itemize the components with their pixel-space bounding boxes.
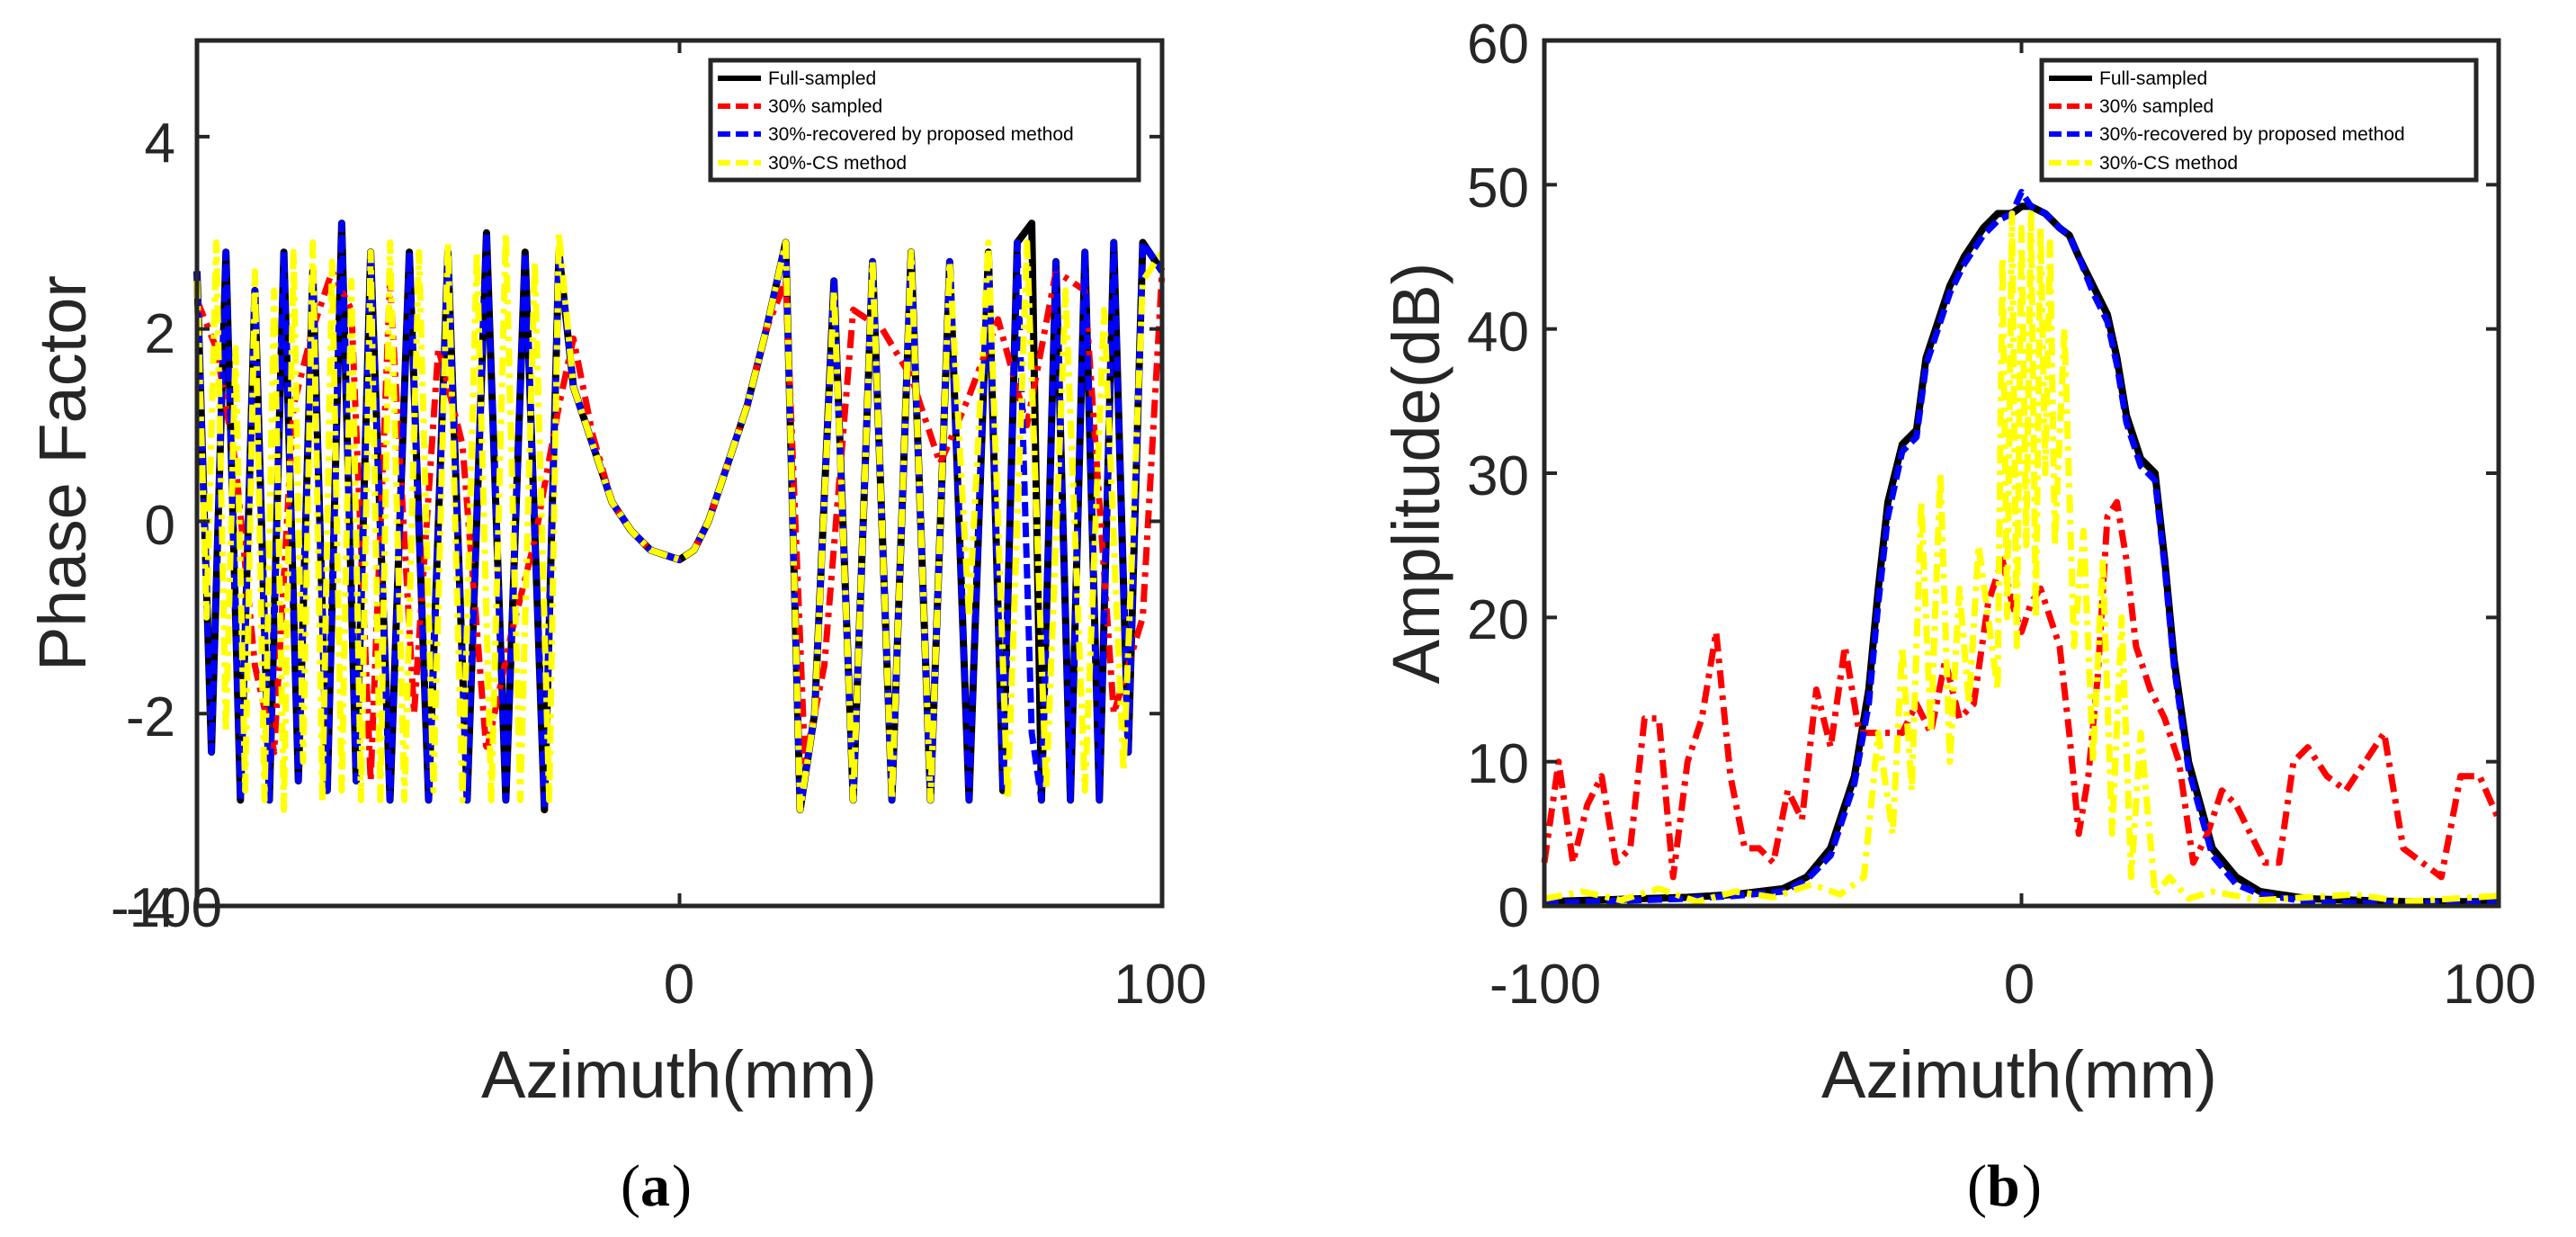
caption-b-open: (: [1967, 1153, 1987, 1219]
series-lines-b: [1541, 188, 2502, 907]
legend-label-a-2: 30%-recovered by proposed method: [768, 124, 1074, 145]
y-tick-b-6: 60: [1467, 13, 1529, 76]
series-lines-a: [193, 220, 1166, 814]
legend-label-b-0: Full-sampled: [2099, 68, 2207, 89]
caption-a-letter: a: [640, 1153, 670, 1219]
legend-label-b-1: 30% sampled: [2099, 96, 2214, 117]
ticks-b: [1543, 39, 2500, 908]
legend-b: Full-sampled 30% sampled 30%-recovered b…: [2039, 58, 2479, 183]
legend-box-b: [2039, 58, 2479, 183]
legend-a: Full-sampled 30% sampled 30%-recovered b…: [708, 58, 1141, 183]
y-tick-b-4: 40: [1467, 301, 1529, 363]
series-line-b-3: [1543, 210, 2500, 905]
legend-label-a-3: 30%-CS method: [768, 153, 907, 174]
x-axis-label-b: Azimuth(mm): [1821, 1037, 2217, 1112]
x-tick-a-left: -100: [111, 877, 222, 939]
series-line-b-1: [1541, 498, 2502, 881]
x-tick-a-mid: 0: [664, 954, 694, 1016]
caption-a-open: (: [621, 1153, 640, 1219]
y-tick-b-3: 30: [1467, 445, 1529, 507]
legend-label-a-1: 30% sampled: [768, 96, 882, 117]
y-tick-b-0: 0: [1498, 877, 1529, 939]
caption-b-close: ): [2022, 1153, 2042, 1219]
y-axis-label-b: Amplitude(dB): [1379, 263, 1453, 685]
y-axis-label-a: Phase Factor: [25, 275, 100, 671]
x-tick-b-right: 100: [2443, 954, 2536, 1016]
legend-label-b-2: 30%-recovered by proposed method: [2099, 124, 2405, 145]
ticks-a: [195, 40, 1164, 908]
y-tick-a-2: 0: [145, 495, 175, 557]
y-tick-b-5: 50: [1467, 157, 1529, 220]
x-tick-b-left: -100: [1489, 954, 1601, 1016]
panel-a-phase-factor: -100 0 100 -4 -2 0 2 4 Azimuth(mm) Phase…: [25, 38, 1207, 1219]
legend-label-a-0: Full-sampled: [768, 68, 876, 89]
y-tick-a-0: -4: [126, 877, 175, 939]
panel-b-amplitude: -100 0 100 0 10 20 30 40 50 60 Azimuth(m…: [1379, 13, 2536, 1219]
legend-box-a: [708, 58, 1141, 183]
series-line-b-2: [1543, 188, 2499, 907]
x-tick-b-mid: 0: [2004, 954, 2035, 1016]
caption-a-close: ): [672, 1153, 692, 1219]
caption-b: ( b ): [1967, 1153, 2042, 1219]
y-tick-b-1: 10: [1467, 733, 1529, 795]
y-tick-a-1: -2: [126, 686, 175, 748]
x-axis-label-a: Azimuth(mm): [481, 1037, 877, 1112]
x-tick-a-right: 100: [1114, 954, 1206, 1016]
y-tick-a-3: 2: [145, 303, 175, 365]
legend-label-b-3: 30%-CS method: [2099, 153, 2238, 174]
y-tick-a-4: 4: [145, 112, 175, 175]
caption-b-letter: b: [1987, 1153, 2020, 1219]
caption-a: ( a ): [621, 1153, 692, 1219]
y-tick-b-2: 20: [1467, 589, 1529, 651]
